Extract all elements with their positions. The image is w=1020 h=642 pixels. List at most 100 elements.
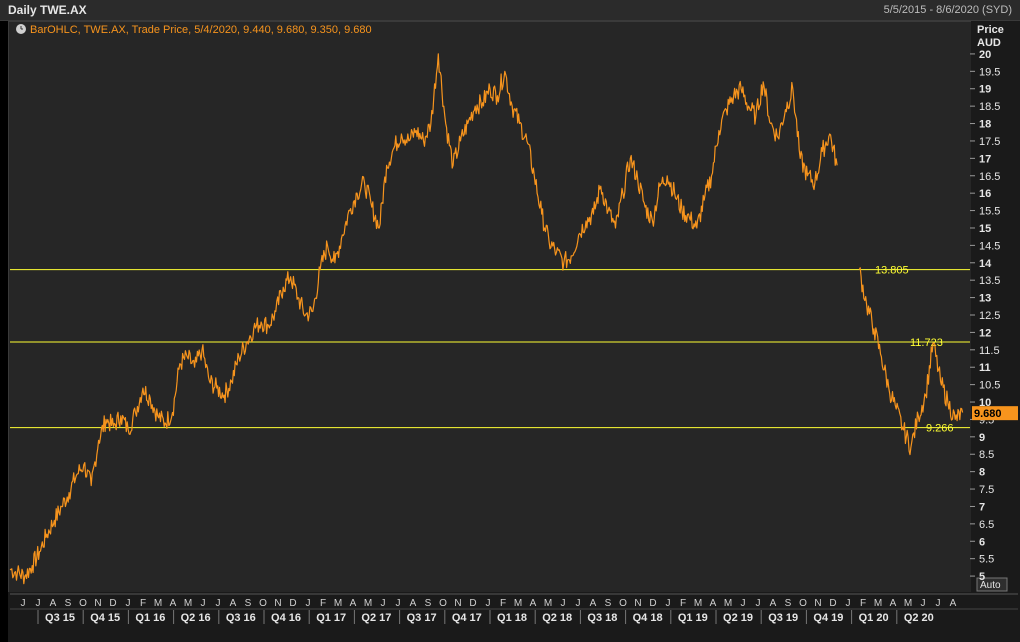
y-tick-label: 5.5 [979,554,994,566]
month-tick-label: J [126,598,131,609]
month-tick-label: M [514,598,522,609]
month-tick-label: J [576,598,581,609]
y-tick-label: 17.5 [979,136,1000,148]
month-tick-label: A [950,598,957,609]
month-tick-label: D [649,598,656,609]
month-tick-label: A [590,598,597,609]
quarter-tick-label: Q4 15 [90,612,120,624]
month-tick-label: A [530,598,537,609]
legend-text: BarOHLC, TWE.AX, Trade Price, 5/4/2020, … [30,24,372,36]
quarter-tick-label: Q2 16 [181,612,211,624]
y-tick-label: 12 [979,327,991,339]
month-tick-label: J [666,598,671,609]
month-tick-label: D [109,598,116,609]
title-bar: Daily TWE.AX 5/5/2015 - 8/6/2020 (SYD) [0,0,1020,21]
month-tick-label: J [936,598,941,609]
month-tick-label: O [619,598,627,609]
month-tick-label: J [561,598,566,609]
support-line-label: 9.266 [926,423,954,435]
quarter-tick-label: Q1 19 [678,612,708,624]
month-tick-label: J [36,598,41,609]
month-tick-label: A [170,598,177,609]
quarter-tick-label: Q1 16 [135,612,165,624]
quarter-tick-label: Q3 16 [226,612,256,624]
y-tick-label: 13 [979,293,991,305]
month-tick-label: J [846,598,851,609]
month-tick-label: A [50,598,57,609]
month-tick-label: F [500,598,506,609]
month-tick-label: J [921,598,926,609]
y-tick-label: 6 [979,536,985,548]
y-tick-label: 6.5 [979,519,994,531]
last-price-box [972,406,1018,421]
month-tick-label: F [860,598,866,609]
y-tick-label: 19.5 [979,66,1000,78]
quarter-tick-label: Q1 20 [859,612,889,624]
month-tick-label: M [154,598,162,609]
month-tick-label: O [79,598,87,609]
quarter-tick-label: Q2 18 [542,612,572,624]
month-tick-label: N [94,598,101,609]
y-tick-label: 19 [979,84,991,96]
quarter-tick-label: Q4 16 [271,612,301,624]
y-tick-label: 5 [979,571,985,583]
month-tick-label: M [364,598,372,609]
quarter-tick-label: Q4 17 [452,612,482,624]
month-tick-label: A [350,598,357,609]
month-tick-label: N [634,598,641,609]
month-tick-label: J [216,598,221,609]
month-tick-label: A [410,598,417,609]
month-tick-label: J [396,598,401,609]
month-tick-label: M [334,598,342,609]
month-tick-label: S [65,598,72,609]
month-tick-label: A [710,598,717,609]
quarter-tick-label: Q4 18 [633,612,663,624]
y-tick-label: 15.5 [979,206,1000,218]
quarter-tick-label: Q3 19 [768,612,798,624]
support-line-label: 11.723 [910,337,943,349]
month-tick-label: N [814,598,821,609]
auto-scale-button[interactable] [976,577,1008,592]
y-tick-label: 11.5 [979,345,1000,357]
month-tick-label: F [140,598,146,609]
month-tick-label: J [741,598,746,609]
month-tick-label: A [890,598,897,609]
quarter-tick-label: Q1 17 [316,612,346,624]
month-tick-label: S [245,598,252,609]
y-tick-label: 11 [979,362,991,374]
price-series-line[interactable] [9,53,838,585]
month-tick-label: D [829,598,836,609]
month-tick-label: J [486,598,491,609]
price-series-line[interactable] [858,267,964,456]
month-tick-label: S [605,598,612,609]
y-tick-label: 17 [979,153,991,165]
y-tick-label: 9 [979,432,985,444]
auto-scale-label: Auto [980,580,1001,591]
month-tick-label: S [785,598,792,609]
y-tick-label: 14.5 [979,240,1000,252]
month-tick-label: O [799,598,807,609]
y-tick-label: 14 [979,258,992,270]
plot-area[interactable] [8,21,972,594]
month-tick-label: M [724,598,732,609]
month-tick-label: M [904,598,912,609]
y-axis-label-price: Price [977,24,1004,36]
quarter-tick-label: Q3 17 [407,612,437,624]
support-line-label: 13.805 [875,265,909,277]
y-tick-label: 8 [979,467,985,479]
quarter-tick-label: Q3 15 [45,612,75,624]
y-axis-label-currency: AUD [977,37,1001,49]
month-tick-label: F [320,598,326,609]
quarter-tick-label: Q2 19 [723,612,753,624]
month-tick-label: J [381,598,386,609]
last-price-label: 9.680 [974,408,1002,420]
month-tick-label: D [289,598,296,609]
quarter-tick-label: Q4 19 [813,612,843,624]
quarter-tick-label: Q1 18 [497,612,527,624]
y-axis-panel [971,21,1020,592]
y-tick-label: 16 [979,188,991,200]
month-tick-label: J [756,598,761,609]
y-tick-label: 13.5 [979,275,1000,287]
